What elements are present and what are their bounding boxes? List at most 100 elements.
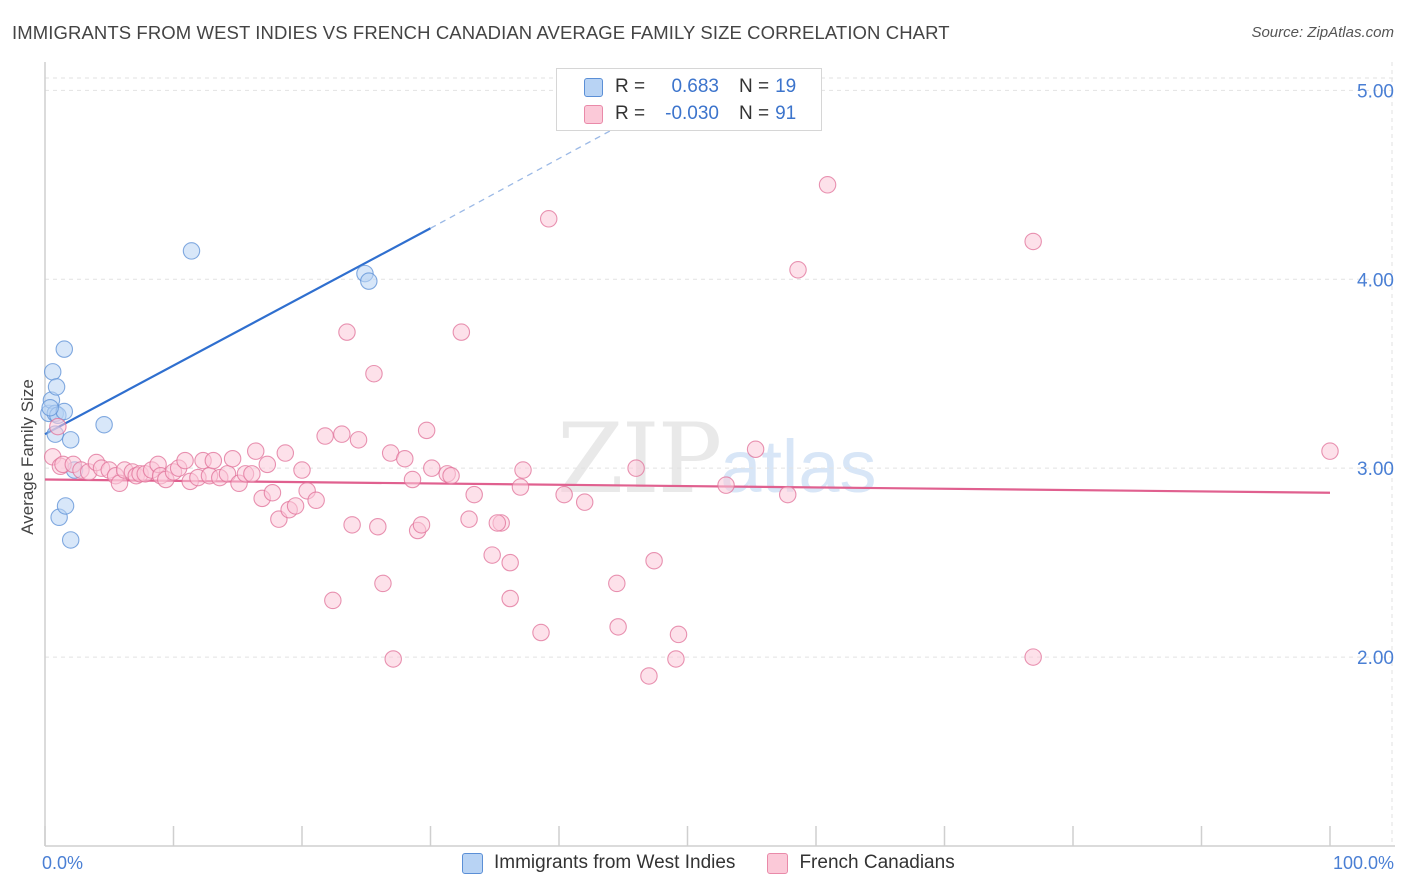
legend-item-west-indies[interactable]: Immigrants from West Indies	[462, 852, 735, 874]
french-canadian-point	[417, 421, 436, 440]
legend-row-west-indies: R = 0.683 N = 19	[557, 74, 796, 100]
french-canadian-point	[223, 449, 242, 468]
french-canadian-point	[667, 650, 685, 668]
french-canadian-point	[333, 425, 351, 443]
french-canadian-point	[374, 574, 392, 593]
french-canadian-point	[532, 623, 550, 642]
legend-swatch-french-canadians	[767, 852, 789, 874]
french-canadian-point	[49, 417, 67, 436]
french-canadian-point	[365, 364, 383, 383]
french-canadian-point	[575, 493, 594, 511]
y-tick-label: 2.00	[1357, 648, 1394, 669]
french-canadian-trend-line	[44, 478, 1331, 494]
french-canadian-point	[396, 449, 414, 468]
french-canadian-point	[384, 650, 402, 668]
x-tick-label: 100.0%	[1333, 853, 1394, 873]
french-canadian-point	[645, 551, 663, 570]
legend-item-french-canadians[interactable]: French Canadians	[767, 852, 955, 874]
legend-r-value: -0.030	[665, 103, 719, 124]
french-canadian-point	[403, 470, 422, 489]
west-indies-point	[61, 531, 80, 549]
french-canadian-point	[465, 485, 483, 504]
french-canadian-point	[286, 497, 305, 515]
legend-n-value: 91	[775, 103, 797, 124]
series-legend: Immigrants from West Indies French Canad…	[462, 852, 955, 874]
west-indies-point	[56, 497, 75, 515]
french-canadian-point	[501, 589, 519, 608]
french-canadian-point	[324, 591, 342, 610]
trend-lines	[44, 116, 1331, 494]
west-indies-point	[61, 431, 80, 449]
west-indies-point	[43, 363, 62, 381]
west-indies-trend-extension	[430, 116, 637, 229]
french-canadian-point	[640, 667, 658, 685]
french-canadian-point	[1321, 442, 1339, 460]
french-canadian-point	[412, 516, 431, 534]
legend-label-west-indies: Immigrants from West Indies	[494, 852, 736, 873]
west-indies-point	[55, 340, 74, 358]
legend-swatch-french-canadians	[584, 104, 603, 124]
legend-swatch-west-indies	[584, 77, 603, 97]
french-canadian-point	[423, 459, 441, 477]
x-tick-label: 0.0%	[42, 853, 83, 873]
legend-swatch-west-indies	[462, 852, 483, 874]
stats-legend: R = 0.683 N = 19 R = -0.030 N = 91	[556, 68, 822, 131]
french-canadian-point	[501, 553, 519, 572]
watermark-atlas: atlas	[720, 425, 877, 508]
french-canadian-point	[349, 431, 368, 449]
tick-labels: 2.00 3.00 4.00 5.00 0.0% 100.0%	[42, 81, 1394, 873]
french-canadian-point	[609, 618, 627, 636]
french-canadian-point	[511, 478, 530, 496]
french-canadian-point	[338, 323, 356, 341]
french-canadian-point	[746, 440, 765, 459]
legend-r-label: R =	[615, 76, 646, 97]
french-canadian-point	[442, 466, 460, 485]
west-indies-point	[360, 272, 378, 290]
french-canadian-point	[608, 574, 626, 593]
west-indies-point	[95, 415, 113, 434]
french-canadian-point	[293, 461, 311, 479]
french-canadian-point	[717, 476, 735, 494]
legend-label-french-canadians: French Canadians	[799, 852, 955, 873]
legend-n-label: N =	[739, 76, 770, 97]
data-points	[40, 176, 1339, 685]
french-canadian-point	[483, 546, 501, 564]
legend-r-label: R =	[615, 103, 646, 124]
french-canadian-point	[243, 465, 261, 483]
legend-n-value: 19	[775, 76, 797, 97]
french-canadian-point	[369, 517, 387, 536]
french-canadian-point	[258, 455, 277, 474]
french-canadian-point	[669, 625, 688, 644]
legend-row-french-canadians: R = -0.030 N = 91	[557, 101, 796, 127]
french-canadian-point	[460, 510, 478, 528]
west-indies-trend-line	[44, 227, 432, 436]
french-canadian-point	[818, 176, 837, 194]
french-canadian-point	[488, 514, 507, 532]
french-canadian-point	[1024, 232, 1042, 251]
french-canadian-point	[555, 485, 573, 504]
french-canadian-point	[539, 210, 558, 228]
west-indies-point	[41, 398, 59, 417]
french-canadian-point	[343, 516, 361, 534]
french-canadian-point	[246, 442, 265, 460]
french-canadian-point	[307, 491, 325, 510]
legend-r-value: 0.683	[671, 76, 719, 97]
y-tick-label: 4.00	[1357, 270, 1394, 291]
chart-title: IMMIGRANTS FROM WEST INDIES VS FRENCH CA…	[12, 22, 950, 43]
french-canadian-point	[514, 461, 532, 479]
french-canadian-point	[204, 451, 223, 470]
french-canadian-point	[316, 427, 334, 445]
french-canadian-point	[627, 459, 645, 477]
y-axis-label: Average Family Size	[18, 379, 37, 535]
source-label: Source: ZipAtlas.com	[1251, 24, 1394, 41]
west-indies-point	[182, 242, 201, 260]
french-canadian-point	[1024, 648, 1042, 666]
french-canadian-point	[778, 485, 797, 504]
legend-n-label: N =	[739, 103, 770, 124]
french-canadian-point	[452, 323, 471, 341]
west-indies-point	[47, 378, 66, 396]
french-canadian-point	[276, 444, 295, 462]
french-canadian-point	[789, 261, 807, 279]
french-canadian-point	[263, 483, 282, 502]
